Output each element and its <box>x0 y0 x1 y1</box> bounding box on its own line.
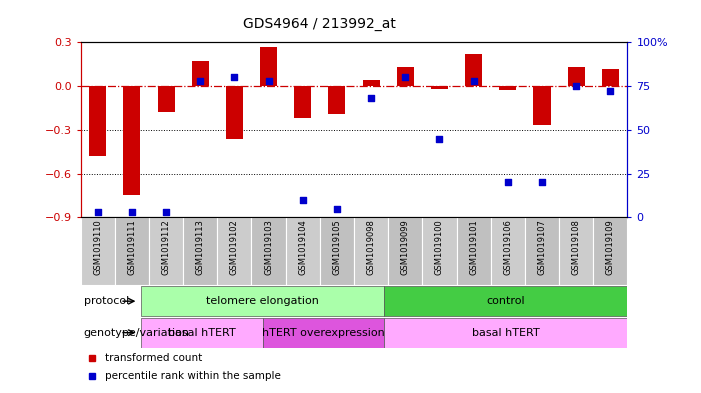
Text: genotype/variation: genotype/variation <box>83 328 190 338</box>
Bar <box>397 67 414 86</box>
Bar <box>525 217 559 285</box>
Bar <box>158 86 175 112</box>
Bar <box>533 86 550 125</box>
Bar <box>183 217 217 285</box>
Bar <box>217 217 252 285</box>
Bar <box>601 69 619 86</box>
Point <box>468 78 479 84</box>
Point <box>297 196 308 203</box>
Bar <box>384 318 627 348</box>
Text: GSM1019100: GSM1019100 <box>435 219 444 275</box>
Bar <box>142 286 384 316</box>
Bar <box>422 217 456 285</box>
Point <box>434 136 445 142</box>
Bar <box>465 54 482 86</box>
Bar <box>320 217 354 285</box>
Bar <box>328 86 346 114</box>
Text: GSM1019108: GSM1019108 <box>571 219 580 275</box>
Bar <box>89 86 107 156</box>
Bar <box>491 217 525 285</box>
Bar <box>252 217 286 285</box>
Bar <box>456 217 491 285</box>
Text: GSM1019101: GSM1019101 <box>469 219 478 275</box>
Point <box>502 179 513 185</box>
Text: telomere elongation: telomere elongation <box>206 296 320 306</box>
Bar <box>384 286 627 316</box>
Bar <box>115 217 149 285</box>
Text: protocol: protocol <box>83 296 129 306</box>
Bar <box>593 217 627 285</box>
Text: GSM1019103: GSM1019103 <box>264 219 273 275</box>
Text: GSM1019112: GSM1019112 <box>161 219 170 275</box>
Point <box>92 209 103 215</box>
Point <box>195 78 206 84</box>
Bar <box>123 86 140 195</box>
Text: GSM1019105: GSM1019105 <box>332 219 341 275</box>
Point <box>161 209 172 215</box>
Text: basal hTERT: basal hTERT <box>472 328 540 338</box>
Point <box>263 78 274 84</box>
Text: GSM1019104: GSM1019104 <box>298 219 307 275</box>
Bar <box>286 217 320 285</box>
Text: control: control <box>486 296 525 306</box>
Text: percentile rank within the sample: percentile rank within the sample <box>105 371 281 381</box>
Point <box>332 206 343 212</box>
Bar <box>431 86 448 89</box>
Text: basal hTERT: basal hTERT <box>168 328 236 338</box>
Point <box>536 179 547 185</box>
Bar <box>226 86 243 139</box>
Point <box>571 83 582 89</box>
Point <box>605 88 616 94</box>
Point <box>229 74 240 81</box>
Text: GSM1019102: GSM1019102 <box>230 219 239 275</box>
Bar <box>388 217 422 285</box>
Text: GDS4964 / 213992_at: GDS4964 / 213992_at <box>243 17 395 31</box>
Text: GSM1019109: GSM1019109 <box>606 219 615 275</box>
Bar <box>142 318 263 348</box>
Text: GSM1019098: GSM1019098 <box>367 219 376 275</box>
Bar <box>568 67 585 86</box>
Text: hTERT overexpression: hTERT overexpression <box>262 328 385 338</box>
Bar <box>354 217 388 285</box>
Bar <box>149 217 183 285</box>
Bar <box>559 217 593 285</box>
Point <box>365 95 376 101</box>
Text: GSM1019106: GSM1019106 <box>503 219 512 275</box>
Text: GSM1019111: GSM1019111 <box>128 219 137 275</box>
Bar <box>294 86 311 118</box>
Text: GSM1019099: GSM1019099 <box>401 219 410 275</box>
Bar <box>191 61 209 86</box>
Text: transformed count: transformed count <box>105 353 203 363</box>
Bar <box>362 80 380 86</box>
Point <box>400 74 411 81</box>
Bar <box>81 217 115 285</box>
Bar <box>260 47 277 86</box>
Text: GSM1019107: GSM1019107 <box>538 219 547 275</box>
Point <box>126 209 137 215</box>
Bar <box>499 86 517 90</box>
Text: GSM1019110: GSM1019110 <box>93 219 102 275</box>
Text: GSM1019113: GSM1019113 <box>196 219 205 275</box>
Bar <box>263 318 384 348</box>
